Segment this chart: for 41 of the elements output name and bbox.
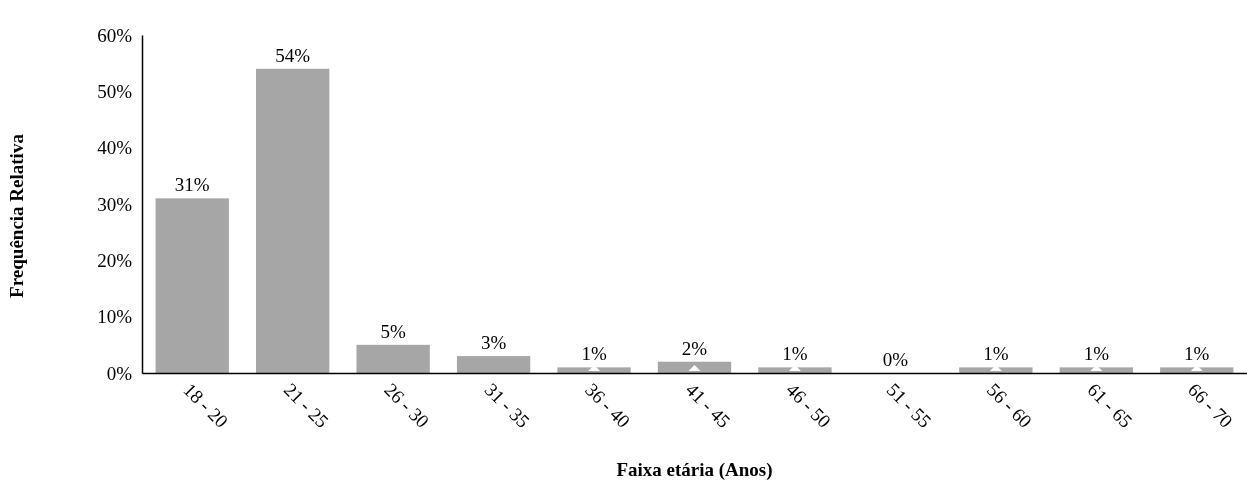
- bar: [657, 361, 732, 373]
- x-tick-label: 18 - 20: [179, 378, 233, 432]
- bar: [1059, 367, 1133, 373]
- bar: [256, 68, 330, 373]
- data-label: 2%: [681, 337, 708, 359]
- data-label: 54%: [275, 44, 311, 66]
- y-tick-label: 40%: [97, 137, 133, 159]
- bar: [758, 367, 832, 373]
- x-tick-label: 61 - 65: [1083, 378, 1137, 432]
- x-tick-label: 56 - 60: [983, 378, 1036, 432]
- data-label: 31%: [174, 174, 210, 196]
- data-label: 0%: [882, 349, 909, 370]
- y-tick-label: 10%: [97, 306, 133, 328]
- x-axis-title: Faixa etária (Anos): [616, 459, 773, 481]
- x-tick-label: 46 - 50: [782, 378, 836, 432]
- bar: [1160, 367, 1234, 373]
- y-tick-label: 60%: [97, 24, 133, 46]
- x-tick-label: 51 - 55: [882, 378, 936, 432]
- data-label: 1%: [1184, 343, 1210, 365]
- x-tick-label: 21 - 25: [279, 378, 333, 432]
- data-label: 1%: [782, 343, 808, 365]
- bar: [356, 344, 430, 373]
- x-tick-label: 41 - 45: [681, 378, 735, 432]
- x-tick-label: 26 - 30: [380, 378, 434, 432]
- x-tick-label: 36 - 40: [581, 378, 635, 432]
- x-tick-label: 31 - 35: [480, 378, 534, 432]
- data-label: 5%: [380, 320, 406, 342]
- bar: [557, 367, 631, 373]
- y-tick-label: 20%: [97, 249, 133, 271]
- bar: [959, 367, 1033, 373]
- data-label: 1%: [983, 343, 1009, 365]
- data-label: 3%: [480, 332, 507, 354]
- y-tick-label: 0%: [106, 362, 133, 384]
- y-tick-label: 30%: [97, 193, 133, 215]
- bar: [456, 356, 531, 373]
- data-label: 1%: [1083, 343, 1110, 365]
- bar: [155, 198, 229, 373]
- y-tick-label: 50%: [97, 80, 133, 102]
- data-label: 1%: [581, 343, 607, 365]
- x-tick-label: 66 - 70: [1183, 378, 1237, 432]
- y-axis-title: Frequência Relativa: [6, 133, 27, 298]
